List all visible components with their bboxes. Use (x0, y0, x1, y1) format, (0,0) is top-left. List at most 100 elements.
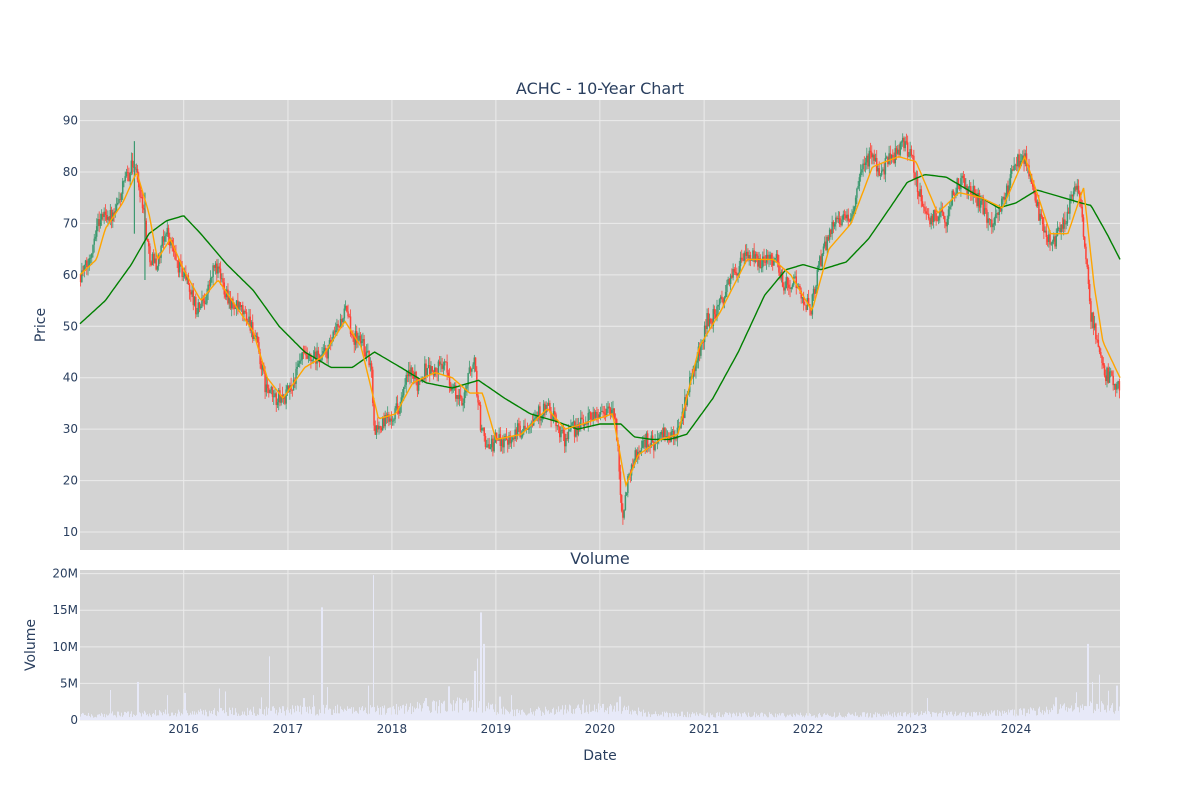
price-candle (831, 215, 833, 240)
price-candle (373, 397, 375, 431)
volume-bar (1006, 712, 1007, 720)
volume-bar (366, 713, 367, 720)
price-candle (161, 235, 164, 248)
price-candle (557, 423, 560, 434)
volume-bar (88, 712, 89, 720)
price-candle (614, 413, 617, 424)
price-candle (198, 301, 201, 313)
price-candle (216, 259, 218, 282)
volume-bar (399, 710, 400, 720)
volume-bar (85, 714, 86, 720)
price-candle (591, 412, 593, 421)
volume-bar (384, 705, 385, 720)
volume-bar (862, 712, 863, 720)
price-candle (821, 253, 823, 269)
volume-bar (605, 709, 606, 720)
price-candle (1057, 226, 1060, 232)
volume-bar (582, 704, 583, 720)
volume-chart-title: Volume (570, 549, 630, 568)
volume-bar (182, 714, 183, 720)
volume-bar (404, 713, 405, 720)
volume-bar (554, 714, 555, 720)
volume-bar (612, 711, 613, 720)
volume-bar (1110, 708, 1111, 720)
price-candle (151, 252, 154, 266)
volume-bar (720, 716, 721, 720)
volume-bar (414, 707, 415, 720)
price-candle (229, 290, 232, 310)
volume-bar (961, 715, 962, 720)
volume-bar (813, 715, 814, 720)
volume-bar (755, 717, 756, 720)
volume-bar (465, 702, 466, 720)
price-candle (266, 378, 269, 394)
price-candle (474, 357, 477, 372)
price-candle (1090, 298, 1092, 330)
volume-bar (981, 713, 982, 720)
volume-bar (625, 710, 626, 720)
price-candle (1010, 164, 1013, 179)
volume-bar (121, 712, 122, 720)
price-candle (1105, 369, 1107, 386)
volume-bar (976, 711, 977, 720)
volume-bar (437, 713, 438, 720)
volume-bar (781, 713, 782, 720)
volume-bar (204, 715, 205, 720)
volume-bar (724, 714, 725, 720)
price-candle (334, 322, 337, 336)
volume-bar (317, 713, 318, 720)
volume-bar (637, 715, 638, 720)
price-candle (86, 257, 88, 276)
price-candle (983, 200, 986, 217)
volume-bar (114, 714, 115, 720)
volume-bar (1001, 715, 1002, 720)
volume-bar (1061, 708, 1062, 720)
volume-bar (782, 712, 783, 720)
volume-bar (564, 709, 565, 720)
price-candle (871, 145, 873, 165)
volume-bar (403, 704, 404, 720)
price-candle (296, 360, 299, 376)
volume-bar (704, 715, 705, 720)
price-candle (559, 426, 561, 443)
price-candle (468, 360, 471, 374)
volume-bar (369, 713, 370, 720)
price-candle (879, 173, 882, 180)
volume-bar (948, 712, 949, 720)
volume-bar (703, 715, 704, 720)
volume-bar (707, 712, 708, 720)
price-candle (240, 304, 243, 312)
volume-bar (825, 714, 826, 720)
price-candle (509, 430, 511, 448)
volume-bar (1023, 708, 1024, 720)
price-candle (864, 157, 867, 173)
price-candle (503, 433, 505, 454)
price-candle (453, 382, 456, 391)
volume-bar (527, 714, 528, 720)
price-candle (515, 427, 518, 442)
price-candle (1040, 209, 1043, 219)
volume-bar (467, 701, 468, 720)
volume-bar (306, 711, 307, 720)
volume-bar (471, 707, 472, 720)
volume-bar (657, 716, 658, 720)
volume-bar (660, 714, 661, 720)
volume-bar (596, 708, 597, 720)
volume-bar (525, 714, 526, 720)
price-candle (135, 163, 138, 173)
price-candle (128, 167, 130, 182)
price-candle (1007, 180, 1009, 196)
volume-bar (846, 716, 847, 720)
volume-bar (559, 711, 560, 720)
price-candle (817, 261, 820, 272)
price-candle (554, 407, 556, 422)
price-candle (123, 180, 125, 188)
price-candle (598, 412, 601, 419)
volume-bar (814, 715, 815, 720)
volume-bar (788, 715, 789, 720)
volume-bar (614, 705, 615, 720)
volume-bar (355, 710, 356, 720)
price-candle (338, 325, 341, 329)
price-candle (99, 213, 102, 229)
price-candle (333, 326, 336, 336)
